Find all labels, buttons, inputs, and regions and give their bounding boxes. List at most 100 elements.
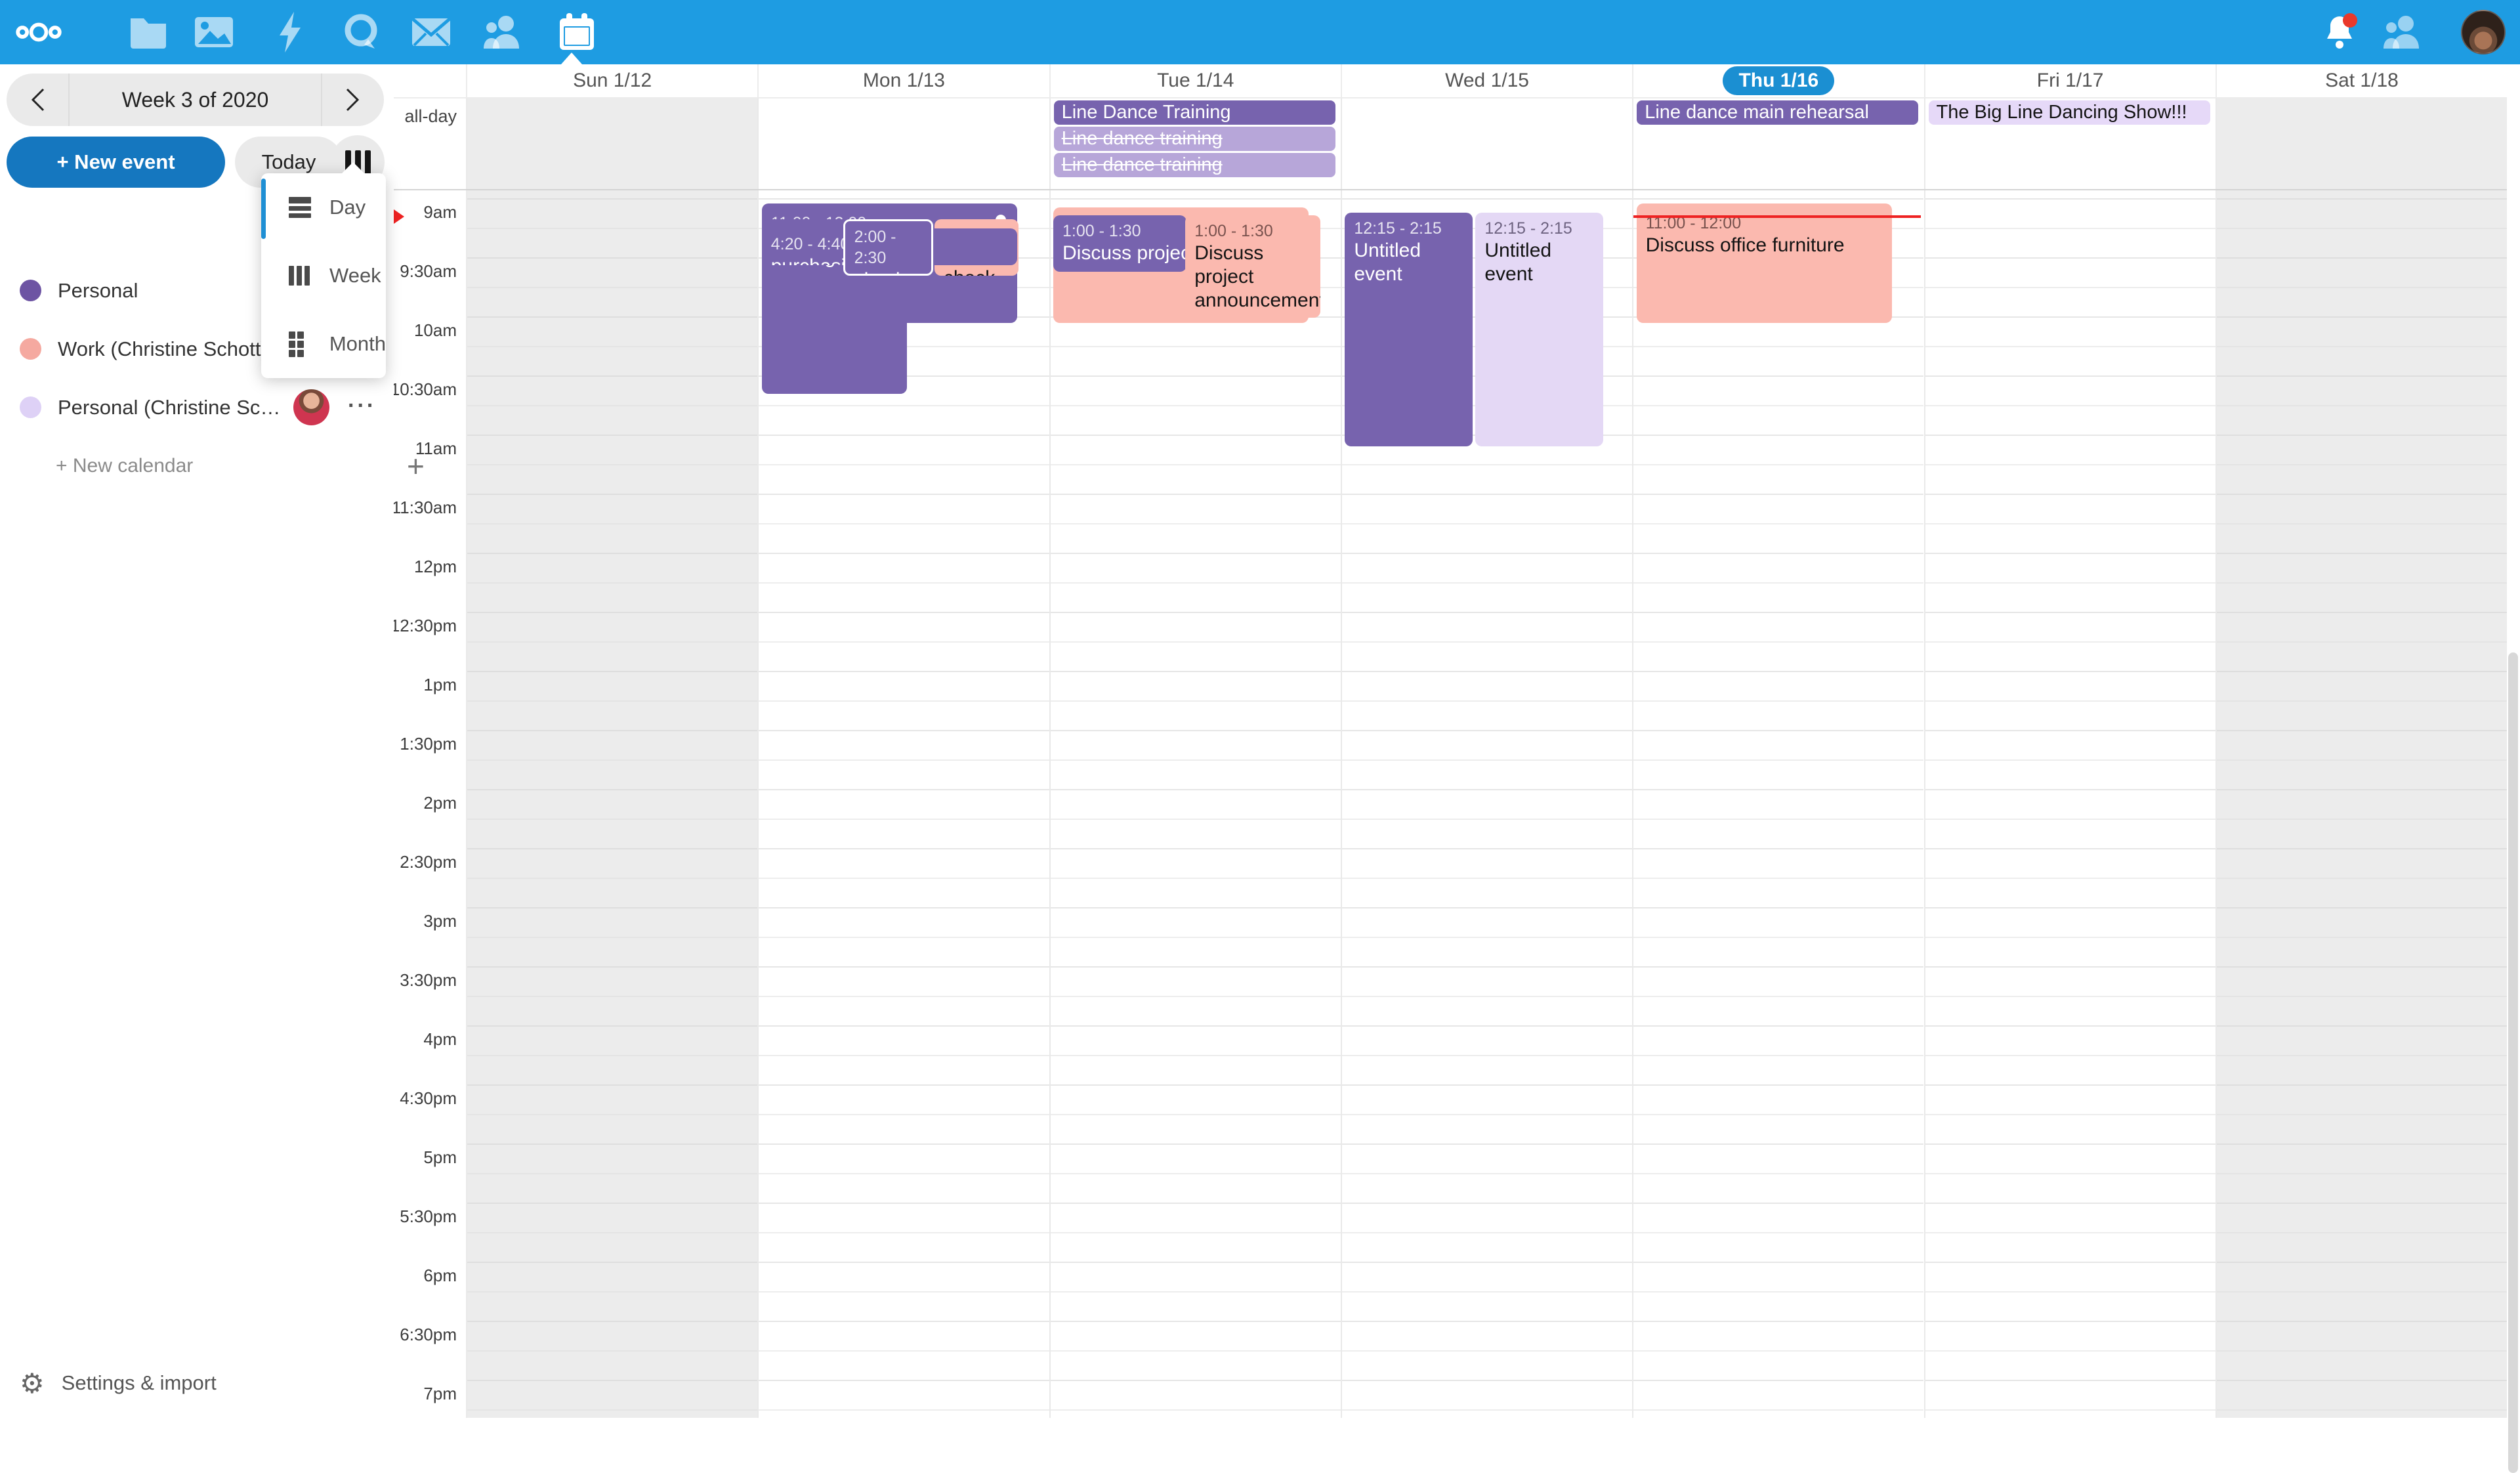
previous-week-button[interactable] [7,74,70,126]
new-calendar-label: + New calendar [56,455,193,477]
scrollbar-thumb[interactable] [2508,652,2518,1473]
menu-item-day[interactable]: Day [261,173,386,242]
time-label: 4pm [423,1029,457,1050]
all-day-event[interactable]: Line dance training [1054,127,1335,151]
day-header-label: Fri 1/17 [2037,70,2104,92]
talk-icon[interactable] [339,9,385,55]
day-header-label: Sun 1/12 [573,70,652,92]
day-header-label: Wed 1/15 [1445,70,1529,92]
settings-label: Settings & import [62,1371,217,1395]
all-day-cell[interactable] [466,98,757,189]
event-time: 1:00 - 1:30 [1062,221,1177,242]
notifications-bell-icon[interactable] [2317,9,2362,55]
menu-item-week[interactable]: Week [261,242,386,310]
menu-item-month[interactable]: Month [261,310,386,378]
all-day-label: all-day [394,106,457,127]
activity-icon[interactable] [267,9,313,55]
time-label: 6:30pm [400,1325,457,1345]
event-title: Untitled event [1354,239,1463,286]
active-app-caret [561,53,582,64]
week-view-icon [289,266,311,286]
gear-icon: ⚙ [20,1367,45,1399]
event-time: 12:15 - 2:15 [1354,218,1463,239]
calendar-event[interactable]: 2:00 - 2:30check-in [843,219,933,276]
all-day-cell[interactable]: The Big Line Dancing Show!!! [1924,98,2216,189]
time-label: 2pm [423,793,457,813]
current-time-marker [394,209,404,224]
day-header-row: Sun 1/12 Mon 1/13 Tue 1/14 Wed 1/15 Thu 1/16… [394,64,2507,97]
day-column[interactable]: 10:00 - 11:00Phonecall with Abby11:00 - … [1632,190,1923,1418]
user-avatar[interactable] [2461,10,2506,54]
time-label: 3:30pm [400,970,457,991]
time-label: 6pm [423,1266,457,1286]
all-day-event[interactable]: Line dance training [1054,153,1335,177]
next-week-button[interactable] [321,74,384,126]
popover-caret [341,162,365,174]
event-title: Untitled event [1484,239,1594,286]
day-column[interactable] [2216,190,2507,1418]
all-day-event[interactable]: Line dance main rehearsal [1637,100,1918,125]
menu-item-label: Week [329,264,381,288]
all-day-event[interactable]: The Big Line Dancing Show!!! [1929,100,2210,125]
new-event-button[interactable]: + New event [7,137,225,188]
contacts-icon[interactable] [479,9,525,55]
day-header: Fri 1/17 [1924,64,2216,97]
time-label: 10:30am [394,379,457,400]
day-column[interactable]: 11:00 - 12:00Company call1:00 - 1:30Disc… [1049,190,1341,1418]
event-title: Discuss office furniture [1646,234,1883,257]
popover-scroll-indicator [261,179,266,239]
day-column[interactable] [1924,190,2216,1418]
day-header: Mon 1/13 [757,64,1049,97]
time-label: 2:30pm [400,852,457,872]
calendar-name: Personal [58,279,138,303]
current-time-line [1633,215,1921,218]
calendar-actions-menu-icon[interactable]: ... [348,396,376,403]
top-bar [0,0,2520,64]
day-header-label: Mon 1/13 [863,70,945,92]
nextcloud-logo[interactable] [16,9,62,55]
files-icon[interactable] [125,9,171,55]
day-header: Sat 1/18 [2216,64,2507,97]
day-column[interactable] [466,190,757,1418]
event-time: 12:15 - 2:15 [1484,218,1594,239]
notification-dot [2343,13,2357,28]
calendar-color-dot [20,396,41,418]
week-title[interactable]: Week 3 of 2020 [70,74,321,126]
mail-icon[interactable] [408,9,454,55]
week-navigation: Week 3 of 2020 [7,74,384,126]
time-label: 10am [414,320,457,341]
calendar-item-personal-christine[interactable]: Personal (Christine Schott) ... [0,378,394,437]
calendar-name: Work (Christine Schott) [58,337,268,361]
shared-by-avatar [293,389,329,425]
calendar-app-icon[interactable] [554,9,600,55]
day-header-label: Tue 1/14 [1157,70,1234,92]
all-day-cell[interactable] [757,98,1049,189]
all-day-cell[interactable] [1341,98,1632,189]
day-column[interactable]: 10:00 - 11:00management meeting11:00 - 1… [757,190,1049,1418]
new-calendar-button[interactable]: + New calendar + [0,437,394,495]
view-menu-popover: Day Week Month [261,173,386,378]
all-day-cell[interactable] [2216,98,2507,189]
contacts-menu-icon[interactable] [2379,9,2425,55]
time-label: 1:30pm [400,734,457,754]
time-label: 3pm [423,911,457,931]
event-time: 2:00 - 2:30 [854,226,922,268]
calendar-color-dot [20,338,41,360]
all-day-event[interactable]: Line Dance Training [1054,100,1335,125]
event-title: check-in [854,268,922,276]
event-title: Discuss project announcement [1062,242,1177,265]
day-header: Thu 1/16 [1632,64,1923,97]
photos-icon[interactable] [191,9,237,55]
all-day-cell[interactable]: Line dance main rehearsal [1632,98,1923,189]
settings-import-button[interactable]: ⚙ Settings & import [0,1360,394,1406]
calendar-color-dot [20,280,41,301]
